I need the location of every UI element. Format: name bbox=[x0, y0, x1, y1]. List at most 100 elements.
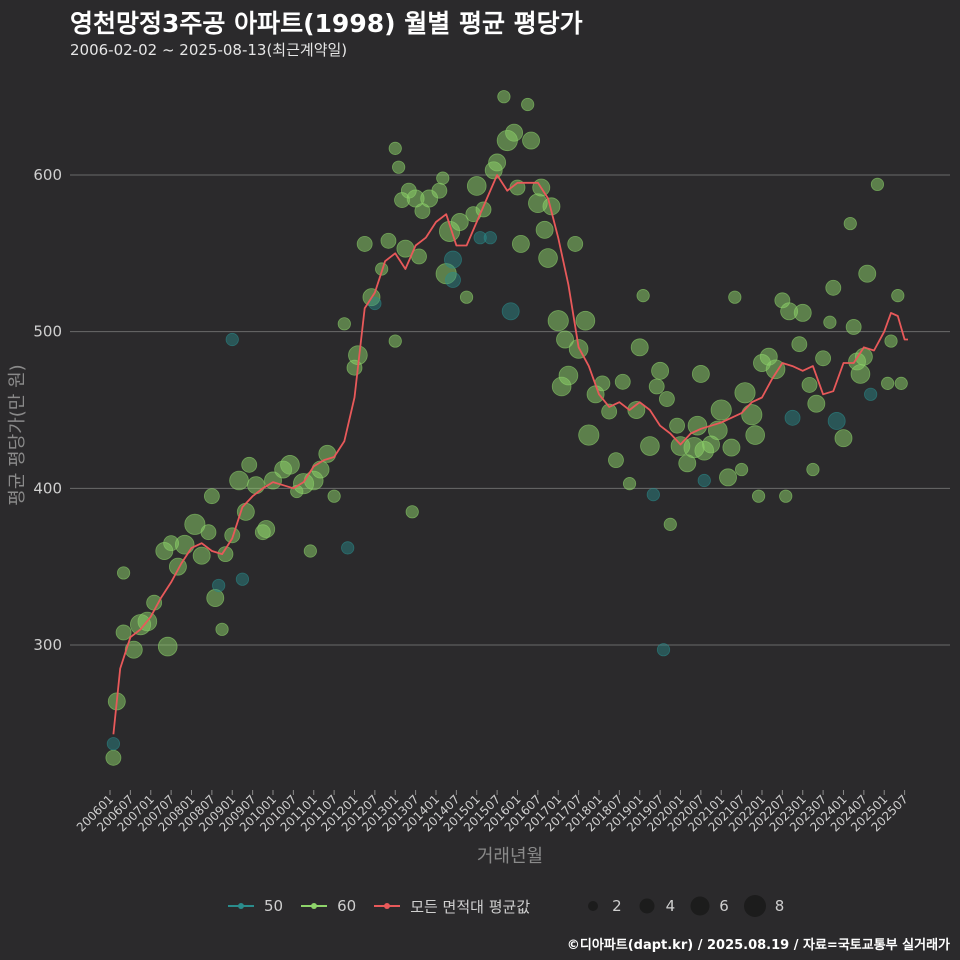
point-60-18 bbox=[206, 589, 225, 607]
point-60-127 bbox=[735, 462, 749, 477]
size-legend-2: 2 bbox=[582, 895, 622, 917]
point-60-20 bbox=[215, 622, 229, 636]
point-60-158 bbox=[884, 334, 898, 348]
point-60-149 bbox=[843, 216, 857, 231]
point-60-24 bbox=[229, 470, 249, 491]
point-60-156 bbox=[870, 177, 885, 191]
point-60-8 bbox=[146, 594, 163, 611]
point-60-15 bbox=[192, 546, 211, 565]
point-60-45 bbox=[356, 236, 373, 252]
point-60-70 bbox=[466, 176, 487, 196]
legend-item-60: 60 bbox=[301, 896, 356, 916]
legend-key-average bbox=[374, 903, 401, 909]
point-60-109 bbox=[651, 361, 670, 380]
point-60-136 bbox=[779, 489, 793, 503]
point-60-117 bbox=[687, 415, 708, 436]
size-label-6: 6 bbox=[719, 897, 729, 915]
point-60-13 bbox=[174, 534, 195, 555]
y-tick-label-600: 600 bbox=[33, 166, 62, 184]
size-key-4 bbox=[639, 898, 655, 914]
y-tick-label-300: 300 bbox=[33, 636, 62, 654]
point-60-148 bbox=[834, 429, 853, 448]
point-60-51 bbox=[388, 334, 402, 348]
point-60-124 bbox=[719, 468, 737, 487]
point-60-68 bbox=[459, 290, 474, 304]
point-60-104 bbox=[630, 338, 649, 357]
point-60-96 bbox=[578, 424, 600, 446]
point-60-36 bbox=[303, 544, 317, 558]
size-label-8: 8 bbox=[774, 897, 785, 915]
point-50-107 bbox=[646, 487, 660, 502]
point-60-17 bbox=[203, 488, 220, 505]
point-50-19 bbox=[212, 578, 226, 593]
point-60-146 bbox=[825, 279, 842, 296]
point-60-154 bbox=[858, 264, 877, 283]
point-60-103 bbox=[627, 401, 646, 419]
point-60-141 bbox=[801, 377, 818, 393]
point-60-105 bbox=[636, 289, 650, 303]
point-60-61 bbox=[431, 182, 448, 199]
point-60-93 bbox=[567, 236, 584, 252]
y-tick-label-400: 400 bbox=[33, 479, 62, 497]
point-50-73 bbox=[483, 231, 497, 245]
point-60-159 bbox=[891, 289, 905, 303]
point-60-0 bbox=[105, 749, 122, 766]
point-60-89 bbox=[547, 310, 569, 332]
point-60-27 bbox=[241, 456, 258, 473]
point-60-106 bbox=[640, 436, 660, 456]
point-50-155 bbox=[864, 387, 878, 401]
size-legend-8: 8 bbox=[743, 894, 785, 918]
legend: 50 60 모든 면적대 평균값 2 4 6 bbox=[228, 895, 798, 917]
point-60-38 bbox=[311, 460, 330, 479]
point-60-56 bbox=[405, 505, 419, 519]
point-50-138 bbox=[784, 409, 801, 426]
point-60-23 bbox=[224, 527, 241, 544]
point-60-16 bbox=[200, 524, 217, 541]
point-60-82 bbox=[521, 97, 535, 112]
point-60-150 bbox=[845, 319, 862, 335]
point-50-66 bbox=[445, 272, 461, 288]
point-50-25 bbox=[235, 572, 250, 586]
legend-key-60 bbox=[301, 903, 328, 909]
legend-item-50: 50 bbox=[228, 896, 283, 916]
legend-key-50 bbox=[228, 903, 254, 909]
point-60-92 bbox=[558, 365, 579, 386]
point-60-100 bbox=[608, 452, 624, 469]
point-60-30 bbox=[257, 520, 276, 539]
point-60-75 bbox=[488, 153, 507, 172]
point-60-83 bbox=[522, 131, 541, 150]
point-50-71 bbox=[473, 231, 487, 245]
point-60-95 bbox=[575, 310, 596, 331]
chart-title: 영천망정3주공 아파트(1998) 월별 평균 평당가 bbox=[70, 9, 583, 38]
size-label-4: 4 bbox=[665, 897, 676, 915]
point-60-14 bbox=[184, 513, 206, 535]
point-60-21 bbox=[217, 546, 234, 563]
size-legend-4: 4 bbox=[636, 895, 676, 917]
size-key-8 bbox=[743, 895, 766, 917]
point-60-140 bbox=[793, 303, 812, 322]
point-60-142 bbox=[806, 462, 820, 477]
point-60-79 bbox=[505, 123, 524, 142]
legend-item-average: 모든 면적대 평균값 bbox=[374, 896, 530, 917]
chart-subtitle: 2006-02-02 ~ 2025-08-13(최근계약일) bbox=[70, 41, 348, 59]
point-60-4 bbox=[116, 566, 131, 580]
x-axis-label: 거래년월 bbox=[476, 846, 544, 867]
point-60-91 bbox=[556, 330, 574, 349]
point-60-113 bbox=[669, 417, 686, 434]
size-key-6 bbox=[690, 896, 710, 916]
size-key-2 bbox=[588, 901, 599, 911]
point-60-118 bbox=[691, 365, 710, 383]
point-50-22 bbox=[225, 332, 239, 347]
point-50-65 bbox=[444, 250, 462, 269]
point-50-1 bbox=[106, 737, 120, 751]
point-60-10 bbox=[157, 636, 178, 657]
point-60-28 bbox=[247, 476, 265, 495]
size-legend-6: 6 bbox=[689, 895, 729, 917]
size-label-2: 2 bbox=[612, 897, 622, 915]
point-60-131 bbox=[751, 489, 766, 503]
point-60-52 bbox=[392, 160, 406, 174]
point-60-152 bbox=[850, 364, 871, 384]
point-60-3 bbox=[115, 624, 132, 641]
point-60-157 bbox=[881, 376, 895, 390]
